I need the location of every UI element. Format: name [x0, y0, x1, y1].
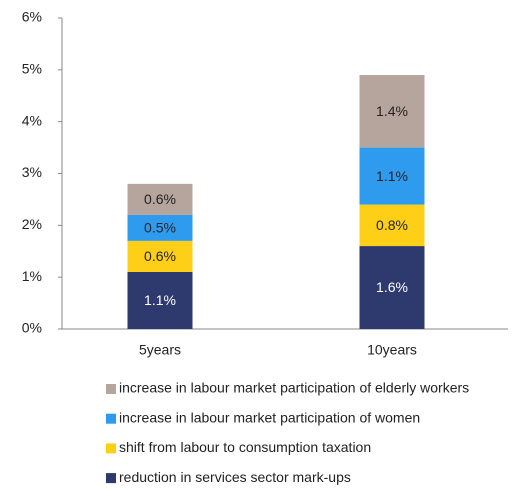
data-label: 1.1%: [144, 292, 176, 308]
data-label: 1.4%: [376, 103, 408, 119]
data-label: 1.6%: [376, 279, 408, 295]
y-tick-label: 1%: [22, 268, 42, 284]
data-label: 0.6%: [144, 191, 176, 207]
bar-segment: [127, 240, 193, 272]
y-tick-label: 6%: [22, 9, 42, 25]
legend-label: increase in labour market participation …: [119, 409, 420, 425]
y-tick-label: 5%: [22, 61, 42, 77]
bar-segment: [127, 271, 193, 329]
bar-segment: [359, 147, 425, 205]
data-label: 1.1%: [376, 168, 408, 184]
data-label: 0.6%: [144, 248, 176, 264]
bar-segment: [359, 246, 425, 329]
legend-swatch: [106, 443, 116, 454]
y-tick-label: 3%: [22, 164, 42, 180]
bar-segment: [359, 75, 425, 148]
legend-swatch: [106, 473, 116, 484]
legend-label: reduction in services sector mark-ups: [119, 469, 351, 485]
legend-label: increase in labour market participation …: [119, 380, 469, 396]
legend-swatch: [106, 413, 116, 424]
data-label: 0.5%: [144, 220, 176, 236]
y-tick-label: 0%: [22, 320, 42, 336]
bar-segment: [127, 214, 193, 241]
y-tick-label: 2%: [22, 216, 42, 232]
bar-segment: [127, 183, 193, 215]
data-label: 0.8%: [376, 217, 408, 233]
bar-segment: [359, 204, 425, 247]
legend-swatch: [106, 384, 116, 394]
x-tick-label: 10years: [367, 342, 417, 358]
x-tick-label: 5years: [139, 342, 181, 358]
y-tick-label: 4%: [22, 112, 42, 128]
legend-label: shift from labour to consumption taxatio…: [119, 439, 371, 455]
